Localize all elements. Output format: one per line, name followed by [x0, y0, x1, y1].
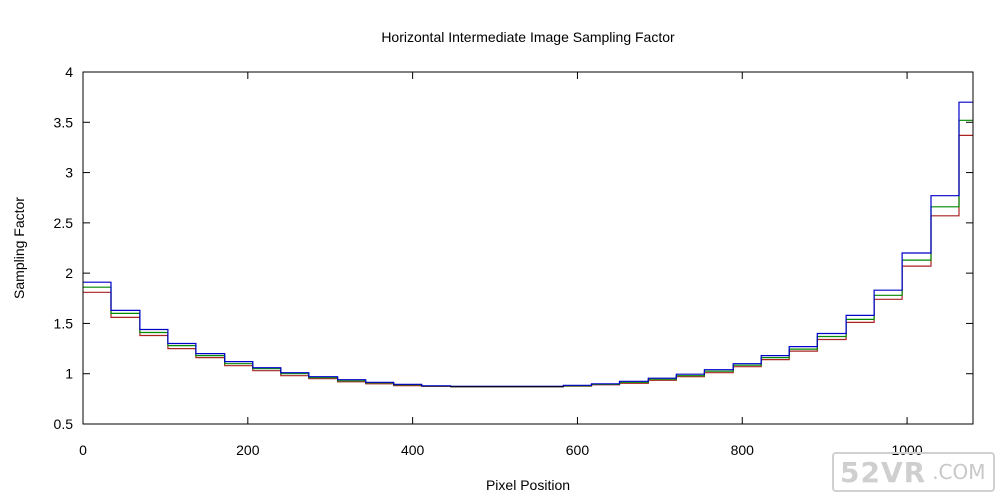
x-tick-label: 1000	[891, 442, 922, 458]
x-tick-label: 600	[566, 442, 590, 458]
y-tick-label: 3.5	[54, 114, 74, 130]
x-tick-label: 400	[401, 442, 425, 458]
y-tick-label: 0.5	[54, 416, 74, 432]
axis-ticks: 0.5 1 1.5 2 2.5 3 3.5 4 0 200 400 600 800 1000	[54, 64, 973, 458]
x-tick-label: 200	[236, 442, 260, 458]
watermark-main-text: 52VR	[840, 455, 927, 489]
x-axis-label: Pixel Position	[486, 477, 570, 493]
y-tick-label: 1.5	[54, 315, 74, 331]
y-axis-label: Sampling Factor	[11, 197, 27, 299]
watermark-tail-text: .COM	[932, 460, 986, 484]
x-tick-label: 0	[79, 442, 87, 458]
watermark-logo: 52VR .COM	[832, 452, 995, 492]
series-line-2	[83, 134, 973, 388]
y-tick-label: 2.5	[54, 215, 74, 231]
series-lines	[83, 101, 973, 388]
y-tick-label: 2	[65, 265, 73, 281]
y-tick-label: 1	[65, 366, 73, 382]
plot-frame	[82, 71, 974, 425]
series-line-0	[83, 101, 973, 387]
chart-title: Horizontal Intermediate Image Sampling F…	[381, 29, 675, 45]
y-tick-label: 4	[65, 64, 73, 80]
series-line-1	[83, 119, 973, 388]
x-tick-label: 800	[731, 442, 755, 458]
y-tick-label: 3	[65, 165, 73, 181]
